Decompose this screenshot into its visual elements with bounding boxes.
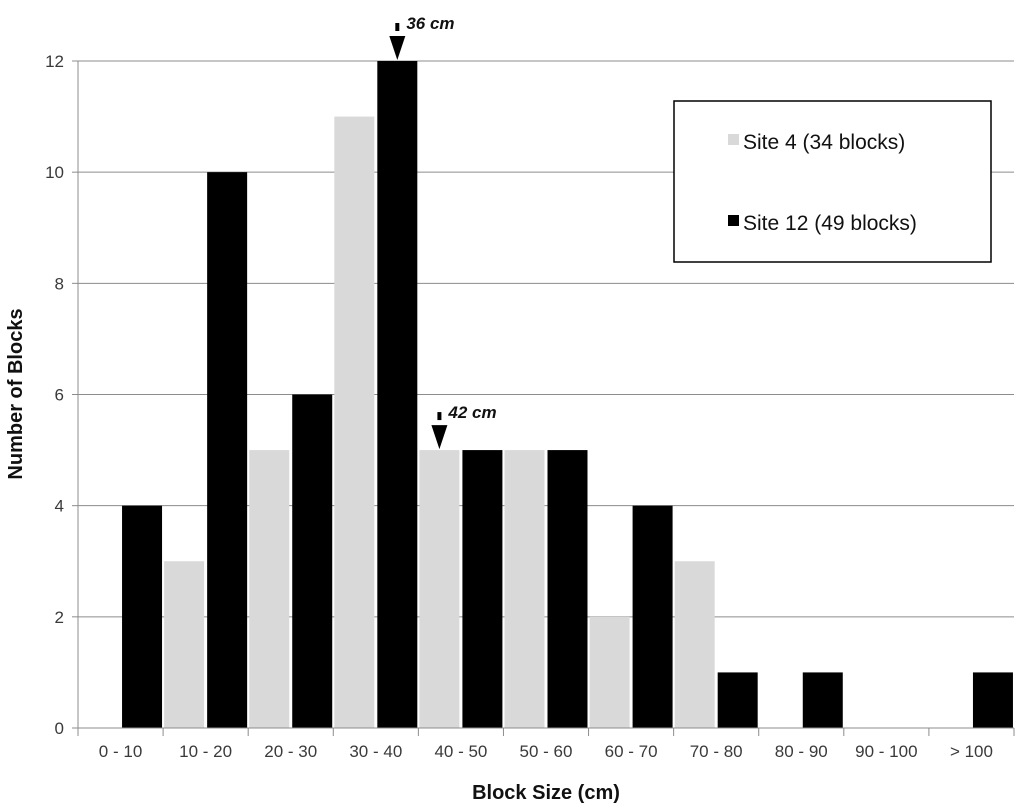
y-tick-label-8: 8 [55, 274, 64, 293]
y-axis-title: Number of Blocks [5, 308, 27, 479]
x-tick-label-0: 0 - 10 [99, 742, 142, 761]
x-tick-label-6: 60 - 70 [605, 742, 658, 761]
x-tick-label-1: 10 - 20 [179, 742, 232, 761]
bar-series1-3 [377, 61, 418, 728]
x-tick-label-4: 40 - 50 [434, 742, 487, 761]
bar-series1-2 [292, 394, 333, 728]
x-tick-label-8: 80 - 90 [775, 742, 828, 761]
annotation-label-0: 36 cm [406, 14, 454, 33]
legend-label-site-12: Site 12 (49 blocks) [743, 212, 917, 235]
bars [122, 61, 1013, 729]
x-tick-label-10: > 100 [950, 742, 993, 761]
bar-series1-10 [972, 672, 1013, 728]
x-tick-label-7: 70 - 80 [690, 742, 743, 761]
bar-series1-8 [802, 672, 843, 728]
annotations: 36 cm 42 cm [389, 14, 497, 450]
bar-series0-4 [419, 450, 460, 728]
y-tick-label-6: 6 [55, 386, 64, 405]
axes [72, 60, 1015, 736]
annotation-label-1: 42 cm [447, 403, 496, 422]
annotation-arrow-stem-1 [437, 412, 442, 421]
legend-label-site-4: Site 4 (34 blocks) [743, 131, 905, 154]
bar-series0-3 [334, 116, 375, 729]
x-axis-title: Block Size (cm) [472, 782, 620, 804]
y-tick-label-12: 12 [45, 52, 64, 71]
legend-swatch-site-12 [728, 215, 739, 226]
annotation-arrow-0 [389, 36, 406, 60]
legend-swatch-site-4 [728, 134, 739, 145]
bar-series0-1 [164, 561, 205, 728]
bar-series1-0 [122, 505, 163, 728]
x-tick-label-5: 50 - 60 [520, 742, 573, 761]
bar-series1-7 [717, 672, 758, 728]
y-tick-label-4: 4 [55, 497, 64, 516]
bar-series0-5 [504, 450, 545, 728]
legend: Site 4 (34 blocks) Site 12 (49 blocks) [673, 100, 992, 263]
y-tick-label-0: 0 [55, 719, 64, 738]
bar-series0-6 [589, 616, 630, 728]
y-tick-label-2: 2 [55, 608, 64, 627]
x-tick-label-2: 20 - 30 [264, 742, 317, 761]
y-tick-label-10: 10 [45, 163, 64, 182]
tick-labels: 0 2 4 6 8 10 12 0 - 10 10 - 20 20 - 30 30 - 40 40 -… [45, 52, 993, 761]
bar-series1-1 [207, 172, 248, 728]
annotation-arrow-1 [431, 425, 448, 450]
legend-box [673, 100, 992, 263]
bar-series0-7 [674, 561, 715, 728]
x-tick-label-3: 30 - 40 [349, 742, 402, 761]
bar-series1-5 [547, 450, 588, 728]
bar-series1-4 [462, 450, 503, 728]
bar-series0-2 [249, 450, 290, 728]
x-tick-label-9: 90 - 100 [855, 742, 917, 761]
annotation-arrow-stem-0 [395, 23, 400, 31]
bar-series1-6 [632, 505, 673, 728]
